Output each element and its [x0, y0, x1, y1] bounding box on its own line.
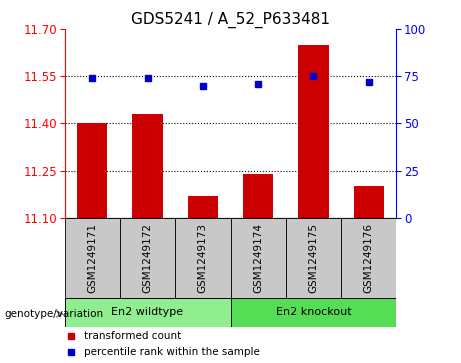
Text: GSM1249176: GSM1249176: [364, 223, 374, 293]
Text: En2 wildtype: En2 wildtype: [112, 307, 183, 317]
Text: percentile rank within the sample: percentile rank within the sample: [84, 347, 260, 357]
Bar: [120, 218, 175, 298]
Text: GSM1249175: GSM1249175: [308, 223, 319, 293]
Bar: [77, 123, 107, 218]
Bar: [286, 218, 341, 298]
Bar: [230, 298, 396, 327]
Bar: [230, 218, 286, 298]
Bar: [341, 218, 396, 298]
Bar: [132, 114, 163, 218]
Text: GSM1249173: GSM1249173: [198, 223, 208, 293]
Text: genotype/variation: genotype/variation: [5, 309, 104, 319]
Text: GSM1249174: GSM1249174: [253, 223, 263, 293]
Bar: [188, 196, 218, 218]
Text: GSM1249171: GSM1249171: [87, 223, 97, 293]
Text: En2 knockout: En2 knockout: [276, 307, 351, 317]
Bar: [65, 218, 120, 298]
Text: transformed count: transformed count: [84, 331, 182, 341]
Bar: [298, 45, 329, 218]
Title: GDS5241 / A_52_P633481: GDS5241 / A_52_P633481: [131, 12, 330, 28]
Bar: [65, 298, 230, 327]
Bar: [243, 174, 273, 218]
Bar: [354, 186, 384, 218]
Text: GSM1249172: GSM1249172: [142, 223, 153, 293]
Bar: [175, 218, 230, 298]
